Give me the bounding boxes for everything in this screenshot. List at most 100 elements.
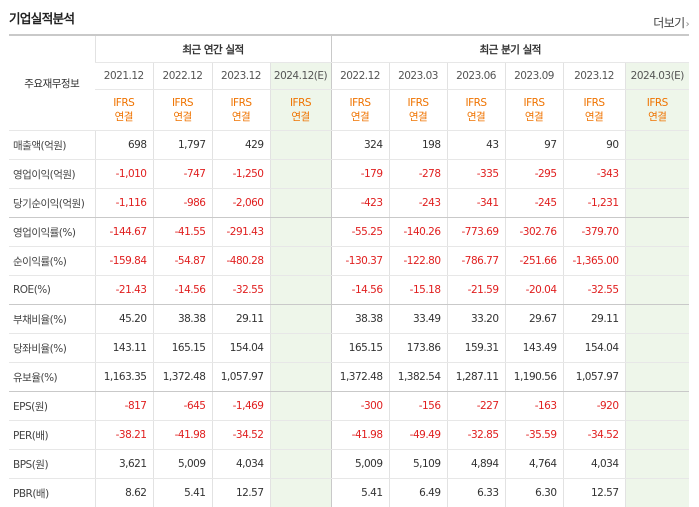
table-cell: -773.69 <box>446 217 506 247</box>
standard-consolidated: 연결 <box>231 111 251 123</box>
table-row: 부채비율(%) 45.20 38.38 29.11 38.38 33.49 33.20 29.… <box>9 304 690 334</box>
table-cell: 143.11 <box>94 333 153 363</box>
table-cell: 1,382.54 <box>388 362 448 392</box>
table-row: BPS(원) 3,621 5,009 4,034 5,009 5,109 4,894 4,76… <box>9 449 690 479</box>
table-cell: -55.25 <box>330 217 390 247</box>
table-cell: -20.04 <box>504 275 564 305</box>
table-cell: 6.30 <box>504 478 564 507</box>
table-cell: 38.38 <box>330 304 390 334</box>
row-label: 매출액(억원) <box>9 130 95 160</box>
table-cell: -1,231 <box>562 188 626 218</box>
standard-ifrs: IFRS <box>230 97 252 109</box>
header-row-groups: 주요재무정보 최근 연간 실적 최근 분기 실적 <box>9 35 690 131</box>
table-cell: -179 <box>330 159 390 189</box>
table-cell: -21.43 <box>94 275 153 305</box>
table-cell: 5,009 <box>152 449 212 479</box>
table-cell: 1,797 <box>152 130 212 160</box>
table-cell: -423 <box>330 188 390 218</box>
row-label: 부채비율(%) <box>9 304 95 334</box>
table-cell: 29.11 <box>211 304 270 334</box>
table-cell: -156 <box>388 391 448 421</box>
table-cell <box>269 304 332 334</box>
table-cell <box>269 159 332 189</box>
table-cell <box>624 449 690 479</box>
period-header: 2022.12 <box>330 62 390 90</box>
table-cell <box>624 246 690 276</box>
quarterly-group-header: 최근 분기 실적 <box>330 35 690 63</box>
table-cell: 8.62 <box>94 478 153 507</box>
table-row: 순이익률(%) -159.84 -54.87 -480.28 -130.37 -122.8… <box>9 246 690 276</box>
table-cell: -14.56 <box>330 275 390 305</box>
table-cell: -341 <box>446 188 506 218</box>
period-header: 2023.12 <box>211 62 270 90</box>
table-cell: -163 <box>504 391 564 421</box>
table-cell: 198 <box>388 130 448 160</box>
table-cell: -49.49 <box>388 420 448 450</box>
table-cell: -32.55 <box>211 275 270 305</box>
standard-header: IFRS 연결 <box>95 89 153 131</box>
table-cell: 698 <box>94 130 153 160</box>
table-row: PER(배) -38.21 -41.98 -34.52 -41.98 -49.49 -32.… <box>9 420 690 450</box>
standard-consolidated: 연결 <box>173 111 192 123</box>
period-header: 2023.12 <box>562 62 626 90</box>
table-cell: 43 <box>446 130 506 160</box>
more-link[interactable]: 더보기› <box>653 14 689 31</box>
standard-header: IFRS 연결 <box>562 89 626 131</box>
standard-header: IFRS 연결 <box>624 89 690 131</box>
table-body: 매출액(억원) 698 1,797 429 324 198 43 97 90 영업이익(억원) -1… <box>9 130 690 507</box>
table-cell: 3,621 <box>94 449 153 479</box>
financial-table: 주요재무정보 최근 연간 실적 최근 분기 실적 2021.12 2022.12 2… <box>9 34 690 507</box>
period-header: 2022.12 <box>152 62 212 90</box>
table-cell <box>269 362 332 392</box>
standard-consolidated: 연결 <box>466 111 486 123</box>
table-cell <box>624 420 690 450</box>
table-cell: 6.33 <box>446 478 506 507</box>
table-cell: 165.15 <box>330 333 390 363</box>
annual-group-header: 최근 연간 실적 <box>94 35 332 63</box>
row-label: 당기순이익(억원) <box>9 188 95 218</box>
table-cell <box>269 449 332 479</box>
table-cell: 4,894 <box>446 449 506 479</box>
table-cell: -343 <box>562 159 626 189</box>
row-label: 순이익률(%) <box>9 246 95 276</box>
table-cell: -159.84 <box>94 246 153 276</box>
table-cell: -1,010 <box>94 159 153 189</box>
table-cell: 33.49 <box>388 304 448 334</box>
table-cell: -251.66 <box>504 246 564 276</box>
standard-consolidated: 연결 <box>524 111 544 123</box>
table-cell <box>624 130 690 160</box>
period-header: 2021.12 <box>95 62 153 90</box>
table-cell: -243 <box>388 188 448 218</box>
standard-ifrs: IFRS <box>171 97 194 109</box>
table-cell: -1,469 <box>211 391 270 421</box>
table-row: 유보율(%) 1,163.35 1,372.48 1,057.97 1,372.48 1,… <box>9 362 690 392</box>
row-label: ROE(%) <box>9 275 95 305</box>
table-cell: 12.57 <box>211 478 270 507</box>
table-cell: 165.15 <box>152 333 212 363</box>
table-cell <box>269 391 332 421</box>
period-header: 2024.03(E) <box>624 62 690 90</box>
standard-ifrs: IFRS <box>289 97 312 109</box>
table-cell <box>269 188 332 218</box>
table-cell: 5,009 <box>330 449 390 479</box>
standard-ifrs: IFRS <box>583 97 605 109</box>
table-cell: -54.87 <box>152 246 212 276</box>
table-cell: -15.18 <box>388 275 448 305</box>
standard-ifrs: IFRS <box>465 97 487 109</box>
standard-ifrs: IFRS <box>407 97 429 109</box>
table-cell: 1,287.11 <box>446 362 506 392</box>
table-cell: -2,060 <box>211 188 270 218</box>
chevron-right-icon: › <box>685 19 690 30</box>
standard-consolidated: 연결 <box>648 111 667 123</box>
row-label: BPS(원) <box>9 449 95 479</box>
table-cell: -278 <box>388 159 448 189</box>
table-cell <box>269 246 332 276</box>
table-cell: -379.70 <box>562 217 626 247</box>
table-row: 매출액(억원) 698 1,797 429 324 198 43 97 90 <box>9 130 690 160</box>
table-cell: 97 <box>504 130 564 160</box>
table-cell: -986 <box>152 188 212 218</box>
table-cell: -786.77 <box>446 246 506 276</box>
period-header: 2024.12(E) <box>269 62 332 90</box>
section-title: 기업실적분석 <box>9 11 75 26</box>
